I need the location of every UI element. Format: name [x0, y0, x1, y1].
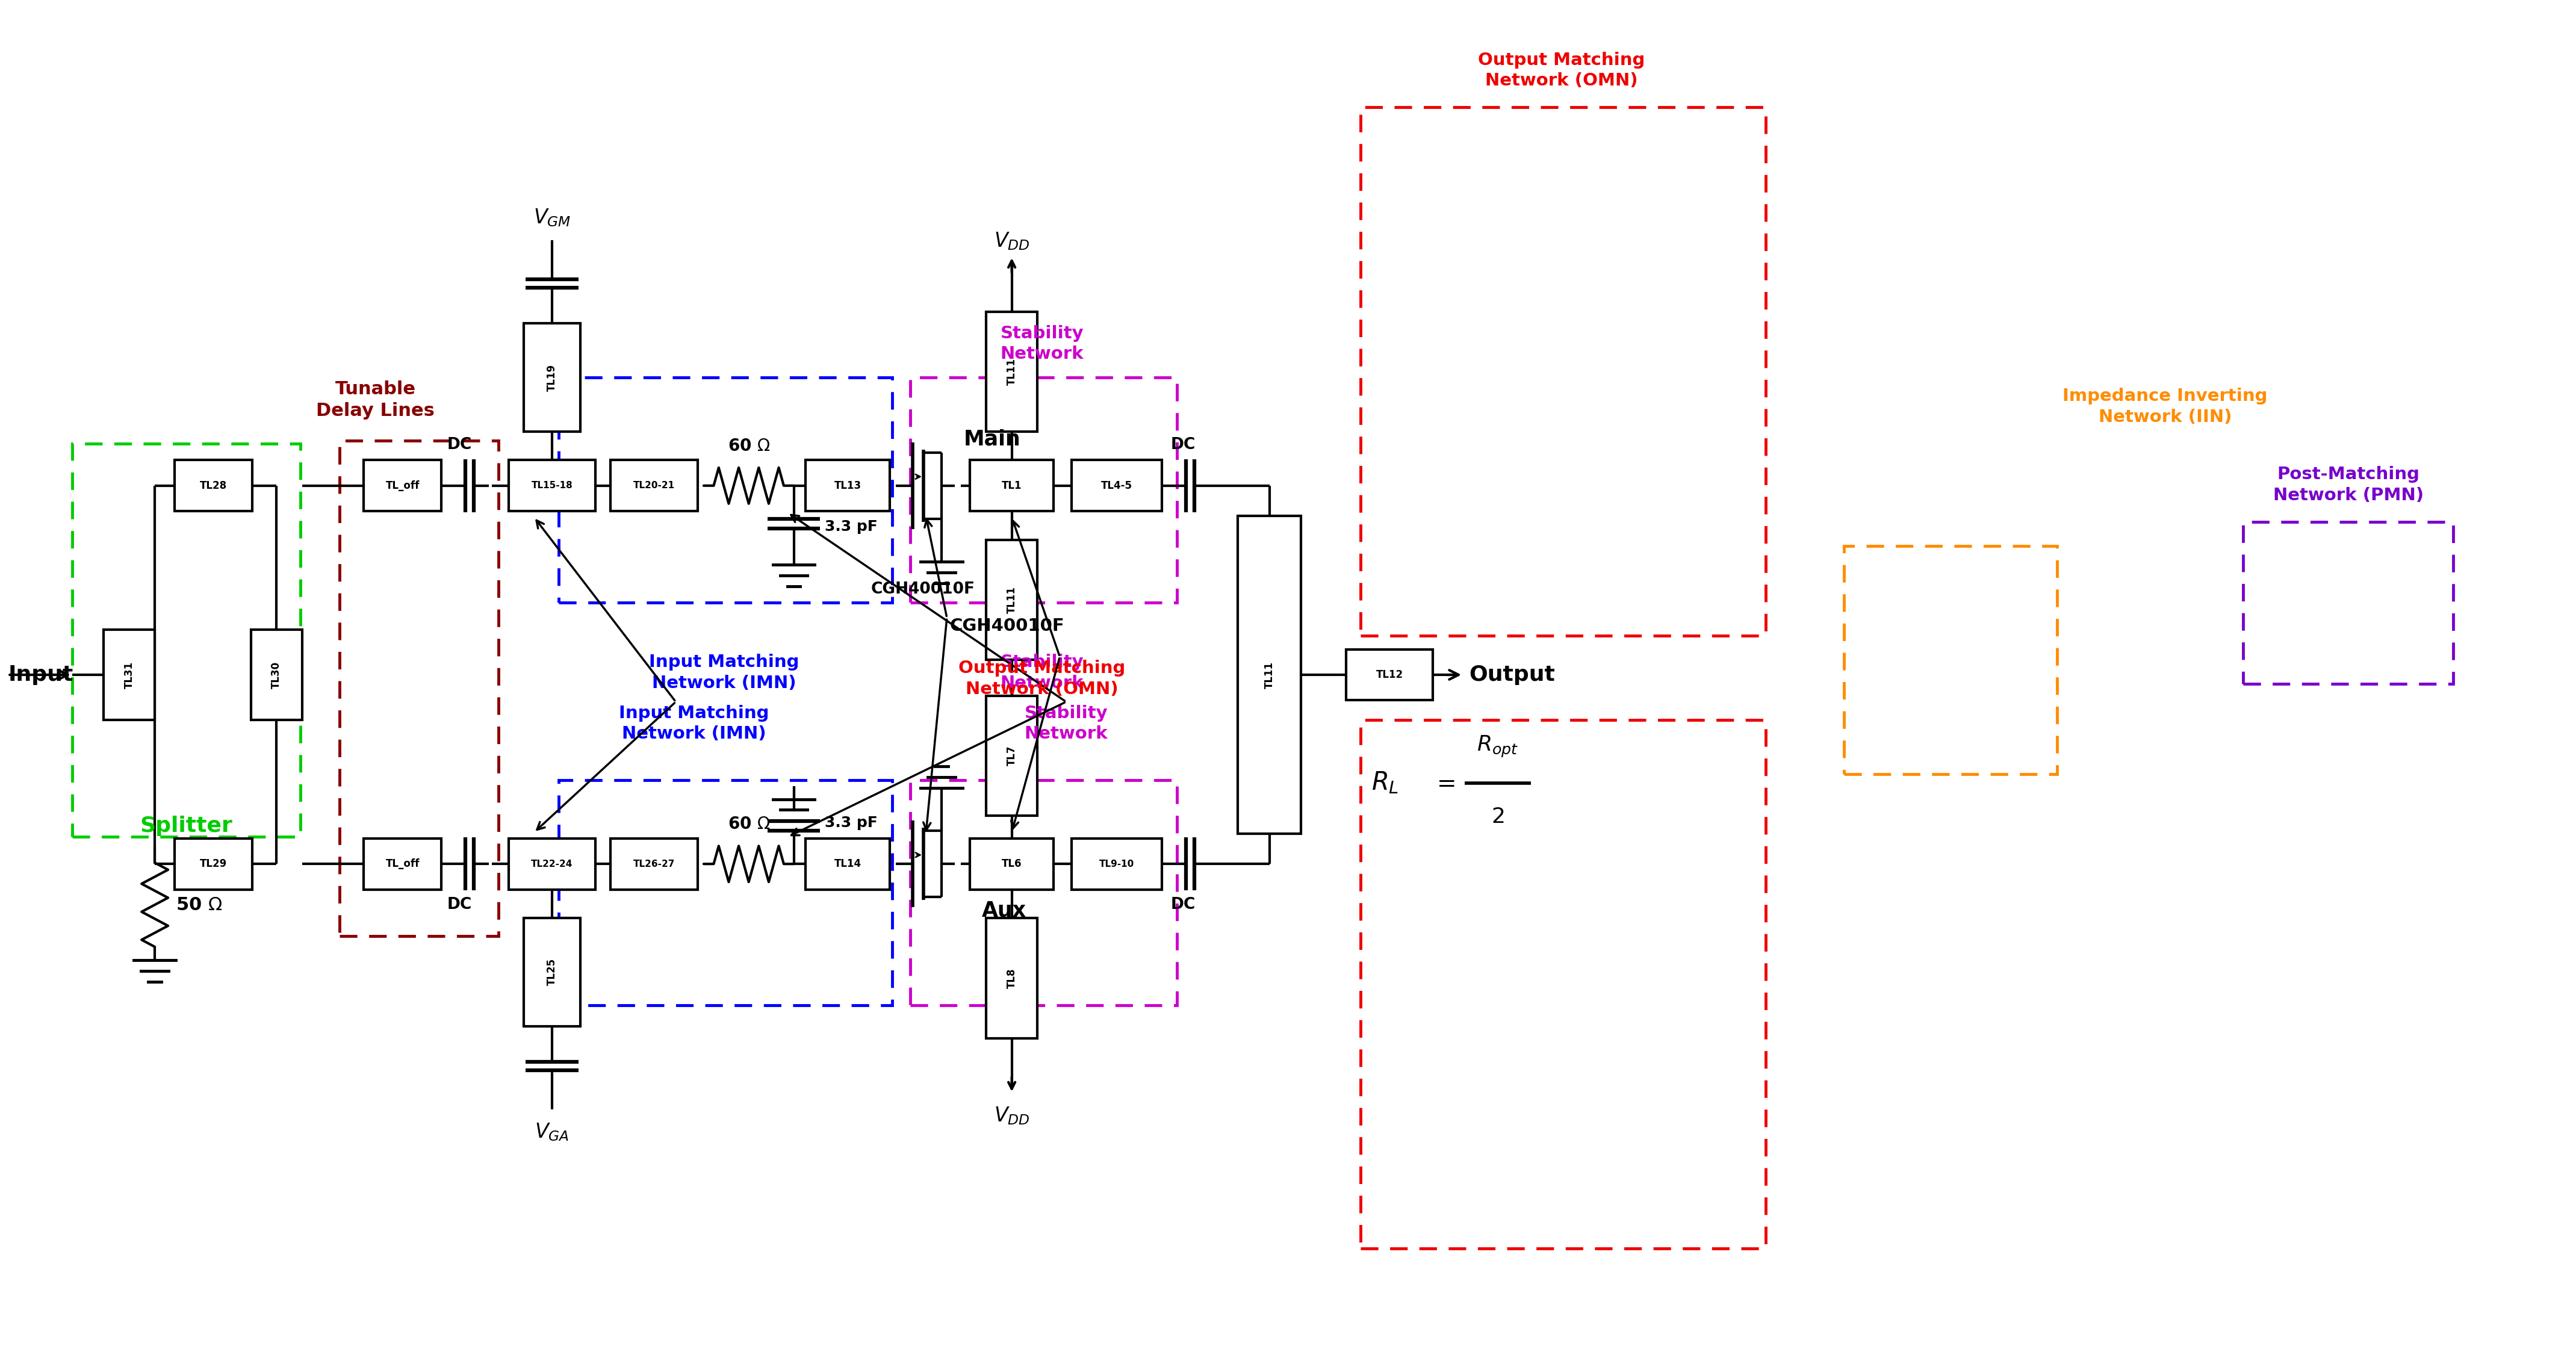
- Text: TL6: TL6: [1002, 858, 1023, 869]
- Text: Post-Matching
Network (PMN): Post-Matching Network (PMN): [2272, 466, 2424, 504]
- Text: TL11: TL11: [1007, 587, 1018, 614]
- Text: $V_{GM}$: $V_{GM}$: [533, 208, 572, 228]
- Text: Stability
Network: Stability Network: [999, 325, 1084, 363]
- Text: TL20-21: TL20-21: [634, 481, 675, 490]
- Text: TL15-18: TL15-18: [531, 481, 572, 490]
- Text: $V_{DD}$: $V_{DD}$: [994, 1105, 1030, 1126]
- FancyBboxPatch shape: [523, 323, 580, 432]
- Text: 3.3 pF: 3.3 pF: [824, 816, 878, 830]
- FancyBboxPatch shape: [363, 460, 440, 511]
- Text: TL7: TL7: [1007, 746, 1018, 766]
- Text: DC: DC: [1170, 898, 1195, 913]
- Text: TL9-10: TL9-10: [1100, 860, 1133, 869]
- FancyBboxPatch shape: [969, 460, 1054, 511]
- FancyBboxPatch shape: [987, 539, 1038, 660]
- Text: TL11: TL11: [1007, 359, 1018, 386]
- FancyBboxPatch shape: [1345, 649, 1432, 701]
- Text: Splitter: Splitter: [139, 816, 232, 837]
- Text: TL8: TL8: [1007, 968, 1018, 989]
- FancyBboxPatch shape: [175, 838, 252, 889]
- Text: DC: DC: [448, 437, 471, 452]
- FancyBboxPatch shape: [1239, 516, 1301, 834]
- Text: $R_{opt}$: $R_{opt}$: [1476, 735, 1517, 759]
- Text: Aux: Aux: [981, 900, 1025, 921]
- Text: Impedance Inverting
Network (IIN): Impedance Inverting Network (IIN): [2063, 388, 2267, 425]
- Text: TL_off: TL_off: [386, 481, 420, 492]
- Text: TL25: TL25: [546, 959, 556, 986]
- Text: TL30: TL30: [270, 661, 281, 689]
- Text: TL22-24: TL22-24: [531, 860, 572, 869]
- FancyBboxPatch shape: [987, 918, 1038, 1038]
- Text: $2$: $2$: [1492, 807, 1504, 827]
- Text: TL1: TL1: [1002, 481, 1023, 492]
- Text: TL31: TL31: [124, 661, 134, 689]
- Text: Output: Output: [1468, 664, 1556, 684]
- Text: 50 $\Omega$: 50 $\Omega$: [175, 896, 222, 914]
- Text: CGH40010F: CGH40010F: [871, 581, 974, 598]
- FancyBboxPatch shape: [523, 918, 580, 1027]
- Text: 60 $\Omega$: 60 $\Omega$: [726, 437, 770, 455]
- Text: Stability
Network: Stability Network: [1025, 705, 1108, 743]
- FancyBboxPatch shape: [806, 838, 889, 889]
- Text: CGH40010F: CGH40010F: [951, 618, 1064, 634]
- Text: TL29: TL29: [201, 858, 227, 869]
- FancyBboxPatch shape: [507, 460, 595, 511]
- Text: TL13: TL13: [835, 481, 860, 492]
- FancyBboxPatch shape: [806, 460, 889, 511]
- Text: DC: DC: [448, 898, 471, 913]
- Text: $=$: $=$: [1432, 771, 1455, 794]
- FancyBboxPatch shape: [363, 838, 440, 889]
- Text: 3.3 pF: 3.3 pF: [824, 519, 878, 534]
- FancyBboxPatch shape: [611, 838, 698, 889]
- Text: TL4-5: TL4-5: [1100, 481, 1133, 492]
- Text: TL12: TL12: [1376, 669, 1404, 680]
- FancyBboxPatch shape: [987, 695, 1038, 816]
- FancyBboxPatch shape: [987, 311, 1038, 432]
- Text: TL28: TL28: [201, 481, 227, 492]
- Text: Stability
Network: Stability Network: [999, 653, 1084, 691]
- FancyBboxPatch shape: [969, 838, 1054, 889]
- Text: Tunable
Delay Lines: Tunable Delay Lines: [317, 380, 435, 420]
- FancyBboxPatch shape: [1072, 460, 1162, 511]
- Text: Output Matching
Network (OMN): Output Matching Network (OMN): [1479, 52, 1646, 90]
- FancyBboxPatch shape: [1072, 838, 1162, 889]
- Text: Input Matching
Network (IMN): Input Matching Network (IMN): [618, 705, 768, 743]
- Text: Main: Main: [963, 429, 1020, 449]
- Text: $V_{GA}$: $V_{GA}$: [536, 1122, 569, 1142]
- Text: TL_off: TL_off: [386, 858, 420, 869]
- Text: Output Matching
Network (OMN): Output Matching Network (OMN): [958, 660, 1126, 698]
- FancyBboxPatch shape: [250, 630, 301, 720]
- Text: $V_{DD}$: $V_{DD}$: [994, 231, 1030, 251]
- FancyBboxPatch shape: [103, 630, 155, 720]
- Text: DC: DC: [1170, 437, 1195, 452]
- Text: 60 $\Omega$: 60 $\Omega$: [726, 816, 770, 832]
- Text: TL14: TL14: [835, 858, 860, 869]
- Text: TL19: TL19: [546, 364, 556, 391]
- FancyBboxPatch shape: [611, 460, 698, 511]
- Text: TL11: TL11: [1265, 661, 1275, 689]
- Text: $R_L$: $R_L$: [1370, 770, 1399, 796]
- FancyBboxPatch shape: [175, 460, 252, 511]
- Text: TL26-27: TL26-27: [634, 860, 675, 869]
- Text: Input Matching
Network (IMN): Input Matching Network (IMN): [649, 653, 799, 691]
- Text: Input: Input: [8, 664, 72, 684]
- FancyBboxPatch shape: [507, 838, 595, 889]
